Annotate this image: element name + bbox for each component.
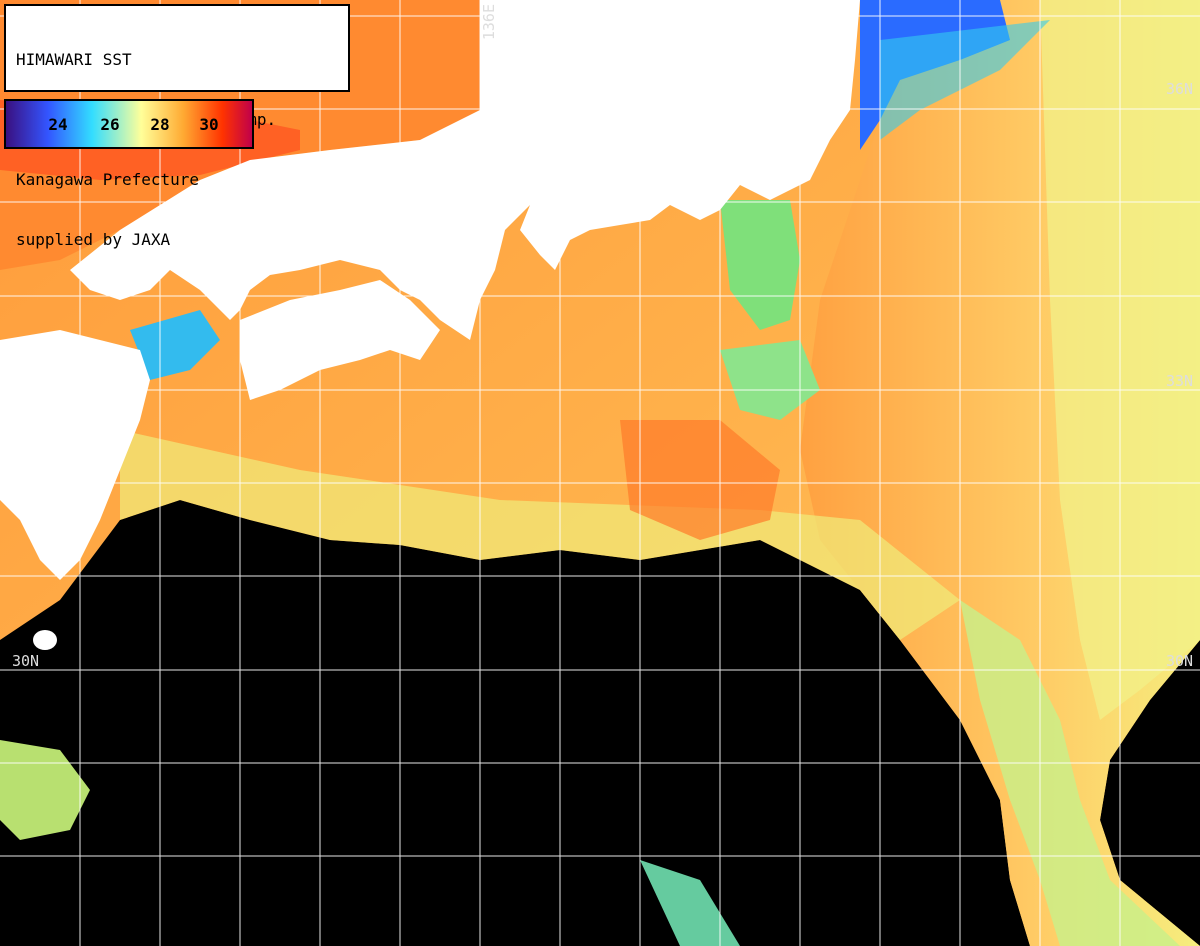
grid-label-33n: 33N bbox=[1166, 372, 1194, 390]
land-kyushu bbox=[0, 330, 150, 580]
grid-label-30n-left: 30N bbox=[12, 652, 40, 670]
title-line-3: Kanagawa Prefecture bbox=[16, 170, 200, 189]
color-legend: 24 26 28 30 bbox=[4, 99, 254, 149]
legend-tick-28: 28 bbox=[150, 115, 170, 134]
sea-hot-patch bbox=[620, 420, 780, 540]
title-line-1: HIMAWARI SST bbox=[16, 50, 132, 69]
grid-label-36n: 36N bbox=[1166, 80, 1194, 98]
land-small-island bbox=[33, 630, 57, 650]
land-shikoku bbox=[240, 280, 440, 400]
sea-s-cyan-patch bbox=[640, 860, 740, 946]
legend-tick-30: 30 bbox=[199, 115, 219, 134]
title-panel: HIMAWARI SST 2025/07/26 07(UTC) 3H Comp.… bbox=[4, 4, 350, 249]
legend-gradient-bar bbox=[6, 101, 252, 147]
title-line-4: supplied by JAXA bbox=[16, 230, 171, 249]
legend-tick-26: 26 bbox=[100, 115, 120, 134]
land-honshu bbox=[70, 0, 860, 340]
sea-cool-patch-2 bbox=[720, 340, 820, 420]
sea-cool-patch-3 bbox=[130, 310, 220, 380]
sea-east-green-tail bbox=[960, 600, 1180, 946]
sea-sw-green bbox=[0, 740, 90, 840]
legend-tick-24: 24 bbox=[48, 115, 68, 134]
sea-cool-patch-1 bbox=[720, 200, 800, 330]
sea-cold-ne-edge bbox=[880, 20, 1050, 140]
grid-label-136e: 136E bbox=[480, 4, 498, 41]
grid-label-30n-right: 30N bbox=[1166, 652, 1194, 670]
